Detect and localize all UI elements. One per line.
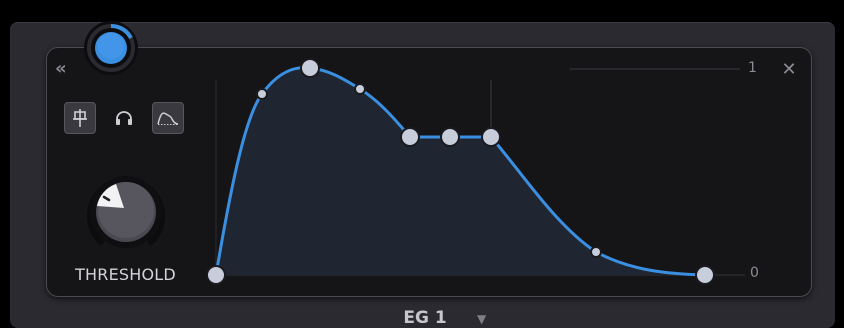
threshold-knob[interactable] <box>76 164 176 254</box>
envelope-node[interactable] <box>206 265 226 285</box>
monitor-button[interactable] <box>108 102 140 134</box>
modulation-amount-knob[interactable] <box>83 20 139 76</box>
threshold-label: THRESHOLD <box>75 265 176 284</box>
envelope-node[interactable] <box>400 127 420 147</box>
dropdown-caret-icon[interactable]: ▼ <box>477 312 487 326</box>
scale-max-label: 1 <box>748 60 757 76</box>
curve-handle[interactable] <box>256 88 268 100</box>
headphones-icon <box>116 111 132 125</box>
scale-min-label: 0 <box>750 265 759 281</box>
close-icon[interactable]: ✕ <box>781 59 797 80</box>
pin-mode-button[interactable] <box>64 102 96 134</box>
envelope-shape-button[interactable] <box>152 102 184 134</box>
envelope-shape-icon <box>157 112 179 125</box>
envelope-fill <box>216 67 705 276</box>
pin-icon <box>73 109 87 127</box>
envelope-node[interactable] <box>481 127 501 147</box>
envelope-selector-label[interactable]: EG 1 <box>403 308 447 328</box>
curve-handle[interactable] <box>590 246 602 258</box>
scale-line <box>570 68 740 70</box>
collapse-icon[interactable]: « <box>55 58 67 79</box>
envelope-node[interactable] <box>440 127 460 147</box>
curve-handle[interactable] <box>354 83 366 95</box>
envelope-node[interactable] <box>695 265 715 285</box>
envelope-node[interactable] <box>300 58 320 78</box>
